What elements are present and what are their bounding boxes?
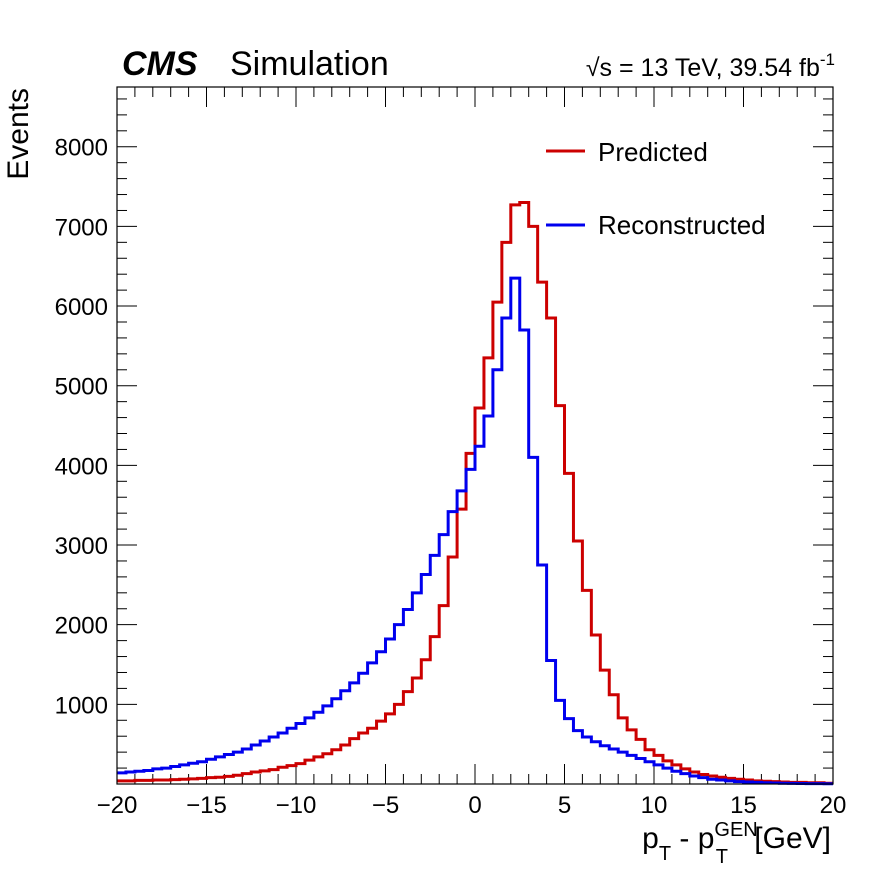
series-reconstructed-line <box>117 276 833 786</box>
y-tick-label: 6000 <box>55 294 108 321</box>
cms-label: CMS <box>122 45 198 83</box>
x-tick-label: −20 <box>97 792 138 819</box>
energy-label: √s = 13 TeV, 39.54 fb-1 <box>586 50 835 82</box>
y-axis-label: Events <box>2 88 35 180</box>
tick-labels: −20 −15 −10 −5 0 5 10 15 20 1000 2000 3000 4000 5000 6… <box>55 135 847 819</box>
legend-reconstructed-label: Reconstructed <box>598 210 766 240</box>
legend: Predicted Reconstructed <box>546 137 766 240</box>
y-tick-label: 8000 <box>55 135 108 162</box>
x-tick-label: −10 <box>276 792 317 819</box>
x-tick-label: 0 <box>468 792 481 819</box>
legend-predicted-label: Predicted <box>598 137 708 167</box>
x-label-p1: p <box>642 822 659 855</box>
x-label-sub1: T <box>659 843 671 865</box>
x-tick-label: 5 <box>558 792 571 819</box>
series-predicted-line <box>117 201 833 785</box>
series-layer <box>117 201 833 786</box>
x-tick-label: 15 <box>730 792 757 819</box>
y-tick-label: 7000 <box>55 214 108 241</box>
y-tick-label: 1000 <box>55 692 108 719</box>
axis-ticks <box>116 87 834 784</box>
x-label-mid: - p <box>671 822 714 855</box>
energy-superscript: -1 <box>820 50 835 69</box>
x-axis-label: pT - pGEN T [GeV] <box>642 819 831 868</box>
x-tick-label: 10 <box>641 792 668 819</box>
y-tick-label: 4000 <box>55 453 108 480</box>
y-tick-label: 2000 <box>55 613 108 640</box>
x-tick-label: −15 <box>186 792 227 819</box>
x-label-tail: [GeV] <box>746 822 831 855</box>
x-tick-label: 20 <box>820 792 847 819</box>
plot-frame <box>116 86 834 785</box>
x-label-sup: GEN <box>714 819 757 841</box>
x-tick-label: −5 <box>372 792 399 819</box>
sqrt-symbol: √ <box>586 54 600 82</box>
energy-text: s = 13 TeV, 39.54 fb <box>600 54 820 82</box>
simulation-label: Simulation <box>230 45 389 83</box>
y-tick-label: 3000 <box>55 533 108 560</box>
x-label-sub2: T <box>716 846 728 868</box>
y-tick-label: 5000 <box>55 374 108 401</box>
